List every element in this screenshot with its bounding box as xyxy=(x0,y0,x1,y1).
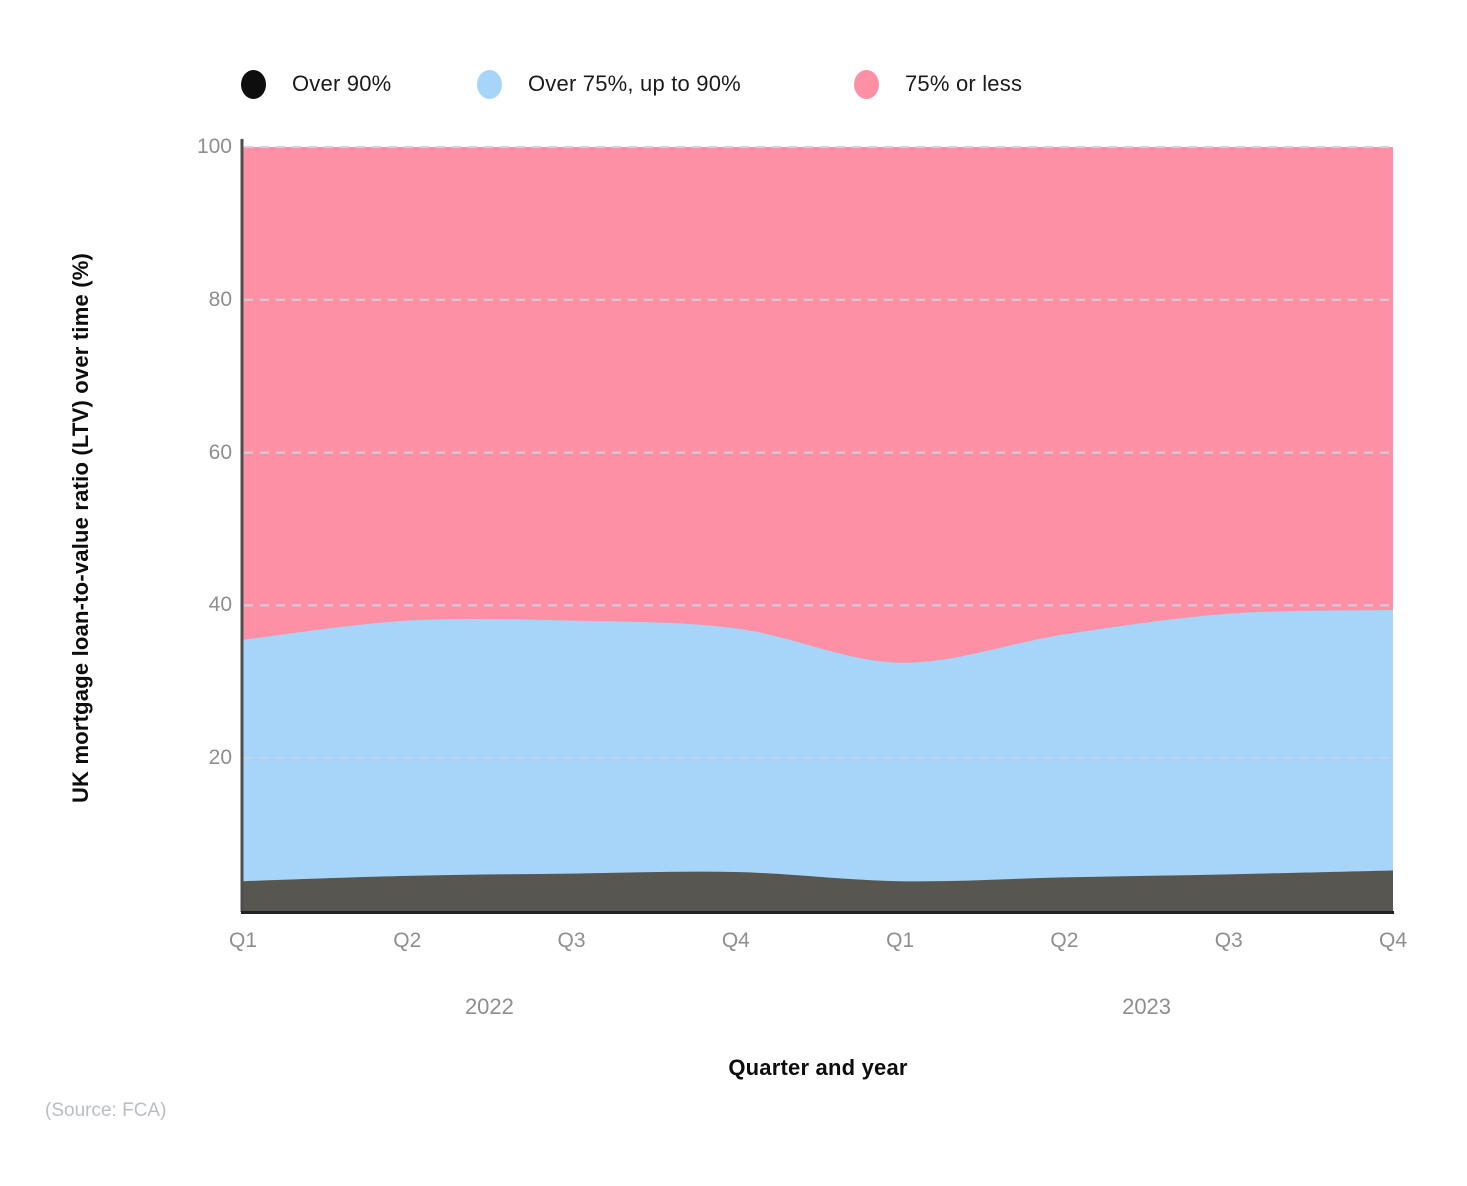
x-tick-label: Q4 xyxy=(1378,929,1407,952)
legend-swatch-over-75-to-90-icon xyxy=(477,69,502,99)
legend-label: Over 90% xyxy=(292,71,392,96)
x-axis-title: Quarter and year xyxy=(728,1055,908,1080)
x-tick-label: Q2 xyxy=(393,929,422,952)
x-tick-label: Q2 xyxy=(1050,929,1079,952)
x-tick-label: Q1 xyxy=(228,929,257,952)
year-label: 2022 xyxy=(464,994,514,1019)
x-tick-label: Q1 xyxy=(886,929,915,952)
y-tick-label: 40 xyxy=(208,593,232,617)
legend-swatch-over-90-icon xyxy=(241,69,266,99)
legend-item-over-75-to-90: Over 75%, up to 90% xyxy=(477,69,741,99)
legend-swatch-75-or-less-icon xyxy=(854,69,879,99)
legend-label: Over 75%, up to 90% xyxy=(528,71,741,96)
source-note: (Source: FCA) xyxy=(45,1100,167,1121)
area-over-90 xyxy=(243,870,1393,911)
y-tick-label: 80 xyxy=(208,287,232,311)
legend-label: 75% or less xyxy=(905,71,1023,96)
y-axis-title: UK mortgage loan-to-value ratio (LTV) ov… xyxy=(68,252,93,804)
y-tick-label: 20 xyxy=(208,746,232,770)
year-label: 2023 xyxy=(1122,994,1172,1019)
legend-item-over-90: Over 90% xyxy=(241,69,391,99)
x-tick-label: Q4 xyxy=(721,929,750,952)
x-tick-label: Q3 xyxy=(557,929,586,952)
x-tick-label: Q3 xyxy=(1214,929,1243,952)
y-tick-label: 100 xyxy=(196,135,232,158)
y-tick-label: 60 xyxy=(208,440,232,464)
legend-item-75-or-less: 75% or less xyxy=(854,69,1022,99)
area-over-75-to-90 xyxy=(243,609,1393,911)
